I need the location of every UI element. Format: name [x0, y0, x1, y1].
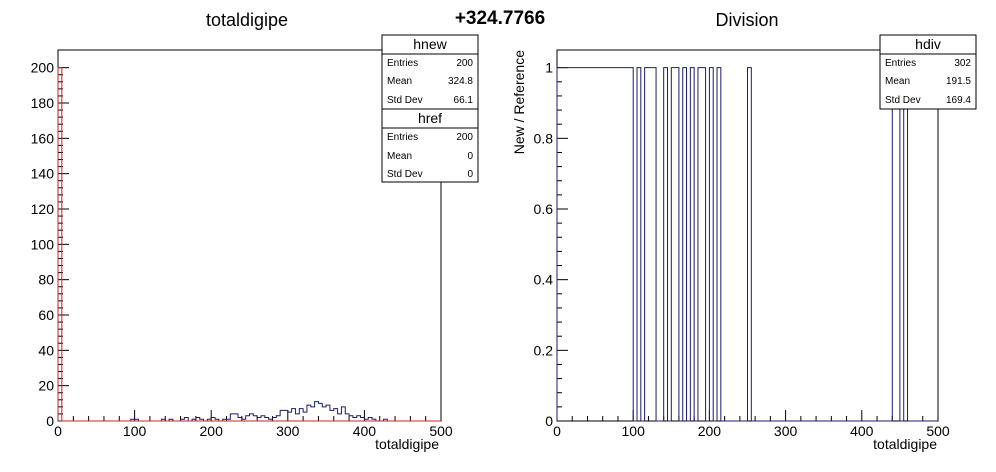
right-series-group [556, 67, 938, 422]
center-value: +324.7766 [455, 8, 545, 29]
x-tick-label: 300 [276, 423, 300, 439]
hdiv-series [556, 67, 938, 422]
stats-box-hnew: hnew Entries 200 Mean 324.8 Std Dev 66.1 [381, 34, 479, 110]
stats-hnew-mean-label: Mean [387, 76, 412, 87]
stats-href-entries-value: 200 [456, 132, 473, 143]
stats-hnew-entries-label: Entries [387, 58, 418, 69]
x-tick-label: 0 [54, 423, 62, 439]
stats-hdiv-stddev-value: 169.4 [946, 95, 971, 106]
stats-hdiv-stddev-label: Std Dev [885, 95, 921, 106]
stats-hdiv-mean-label: Mean [885, 76, 910, 87]
y-tick-label: 1 [545, 60, 553, 76]
stats-hnew-mean-value: 324.8 [448, 76, 473, 87]
x-tick-label: 200 [698, 423, 722, 439]
x-tick-label: 500 [926, 423, 950, 439]
stats-hdiv-title: hdiv [915, 36, 941, 52]
y-tick-label: 0 [545, 413, 553, 429]
right-y-axis-label: New / Reference [511, 50, 527, 154]
stats-hdiv-entries-label: Entries [885, 58, 916, 69]
y-tick-label: 40 [38, 342, 54, 358]
hnew-series [58, 401, 441, 422]
left-series-group [57, 67, 441, 422]
y-tick-label: 80 [38, 272, 54, 288]
stats-box-hdiv: hdiv Entries 302 Mean 191.5 Std Dev 169.… [879, 34, 977, 110]
stats-hnew-entries-value: 200 [456, 58, 473, 69]
y-tick-label: 120 [31, 201, 55, 217]
y-tick-label: 0.2 [534, 342, 554, 358]
y-tick-label: 180 [31, 95, 55, 111]
y-tick-label: 60 [38, 307, 54, 323]
stats-href-stddev-value: 0 [467, 169, 473, 180]
y-tick-label: 0.8 [534, 130, 554, 146]
x-tick-label: 400 [850, 423, 874, 439]
y-tick-label: 0.6 [534, 201, 554, 217]
y-tick-label: 160 [31, 130, 55, 146]
stats-href-entries-label: Entries [387, 132, 418, 143]
left-y-axis: 0 20 40 60 80 100 120 140 160 180 200 [31, 60, 69, 429]
y-tick-label: 140 [31, 166, 55, 182]
stats-hnew-title: hnew [413, 36, 447, 52]
x-tick-label: 100 [123, 423, 147, 439]
left-panel: totaldigipe 020406080100120140160180200 … [31, 10, 479, 452]
x-tick-label: 100 [622, 423, 646, 439]
stats-hnew-stddev-value: 66.1 [454, 95, 474, 106]
x-tick-label: 200 [200, 423, 224, 439]
stats-href-mean-value: 0 [467, 151, 473, 162]
stats-href-stddev-label: Std Dev [387, 169, 423, 180]
left-x-axis: 0 100 200 300 400 500 [54, 410, 453, 439]
href-series [57, 67, 441, 422]
y-tick-label: 0.4 [534, 272, 554, 288]
x-tick-label: 500 [429, 423, 453, 439]
stats-hdiv-mean-value: 191.5 [946, 76, 971, 87]
stats-box-href: href Entries 200 Mean 0 Std Dev 0 [381, 108, 479, 183]
x-tick-label: 0 [553, 423, 561, 439]
y-tick-label: 200 [31, 60, 55, 76]
right-chart-title: Division [715, 10, 778, 30]
y-tick-label: 20 [38, 378, 54, 394]
stats-hnew-stddev-label: Std Dev [387, 95, 423, 106]
right-y-axis: 0 0.2 0.4 0.6 0.8 1 [534, 60, 568, 429]
y-tick-label: 0 [46, 413, 54, 429]
left-x-axis-label: totaldigipe [375, 436, 439, 452]
y-tick-label: 100 [31, 236, 55, 252]
stats-href-mean-label: Mean [387, 151, 412, 162]
x-tick-label: 400 [353, 423, 377, 439]
x-tick-label: 300 [774, 423, 798, 439]
left-chart-title: totaldigipe [206, 10, 288, 30]
right-x-axis-label: totaldigipe [873, 436, 937, 452]
right-panel: Division 0 0.2 0.4 0.6 0.8 1 0 100 200 300 400 500… [511, 10, 977, 452]
stats-href-title: href [418, 110, 442, 126]
stats-hdiv-entries-value: 302 [954, 58, 971, 69]
